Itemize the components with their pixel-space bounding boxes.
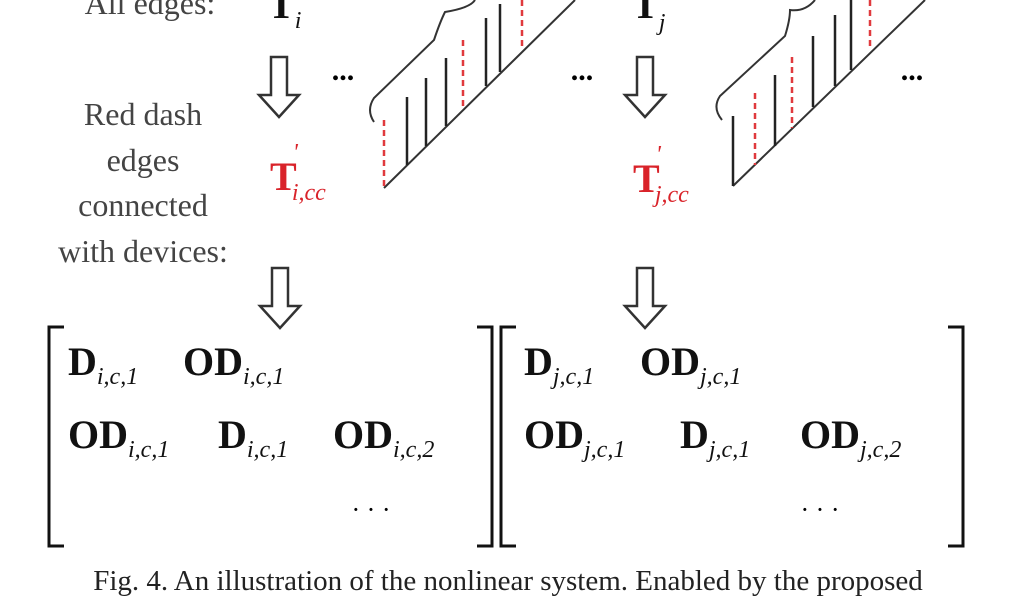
- figure-caption: Fig. 4. An illustration of the nonlinear…: [93, 565, 923, 597]
- structure-baseline: [383, 0, 576, 189]
- matrix-entry: ODi,c,2: [333, 412, 434, 463]
- brace-line: [715, 0, 816, 121]
- brace-line: [369, 0, 476, 123]
- matrix-dots: · · ·: [352, 495, 391, 524]
- down-arrow-icon: [623, 55, 667, 119]
- matrix-entry: ODj,c,1: [524, 412, 625, 463]
- matrix-j-left-bracket: [499, 325, 516, 548]
- matrix-entry: Di,c,1: [68, 339, 138, 390]
- matrix-i-right-bracket: [477, 325, 494, 548]
- ellipsis-1: ...: [332, 54, 355, 87]
- matrix-entry: Dj,c,1: [524, 339, 594, 390]
- matrix-i-left-bracket: [47, 325, 64, 548]
- label-red-dash-line-3: connected: [78, 187, 208, 223]
- symbol-t-j: Tj: [632, 0, 666, 36]
- structure-baseline: [732, 0, 926, 187]
- matrix-entry: ODj,c,2: [800, 412, 901, 463]
- matrix-j: Dj,c,1 ODj,c,1 ODj,c,1 Dj,c,1 ODj,c,2 · …: [524, 339, 901, 524]
- down-arrow-icon: [258, 266, 302, 330]
- symbol-t-i-cc: T' i,cc: [270, 140, 326, 206]
- symbol-t-j-cc: T' j,cc: [633, 142, 689, 208]
- matrix-j-right-bracket: [948, 325, 965, 548]
- edge-structure-i: [369, 0, 576, 189]
- ellipsis-3: ...: [901, 54, 924, 87]
- down-arrow-icon: [257, 55, 301, 119]
- label-red-dash-line-2: edges: [107, 142, 180, 178]
- matrix-i: Di,c,1 ODi,c,1 ODi,c,1 Di,c,1 ODi,c,2 · …: [68, 339, 434, 524]
- label-red-dash-line-4: with devices:: [58, 233, 228, 269]
- label-red-dash-line-1: Red dash: [84, 96, 202, 132]
- matrix-entry: Di,c,1: [218, 412, 288, 463]
- matrix-entry: ODj,c,1: [640, 339, 741, 390]
- down-arrow-icon: [623, 266, 667, 330]
- symbol-t-i: Ti: [268, 0, 301, 34]
- matrix-entry: ODi,c,1: [68, 412, 169, 463]
- matrix-entry: ODi,c,1: [183, 339, 284, 390]
- matrix-entry: Dj,c,1: [680, 412, 750, 463]
- label-all-edges: All edges:: [85, 0, 216, 21]
- edge-structure-j: [715, 0, 926, 187]
- ellipsis-2: ...: [571, 54, 594, 87]
- matrix-dots: · · ·: [801, 495, 840, 524]
